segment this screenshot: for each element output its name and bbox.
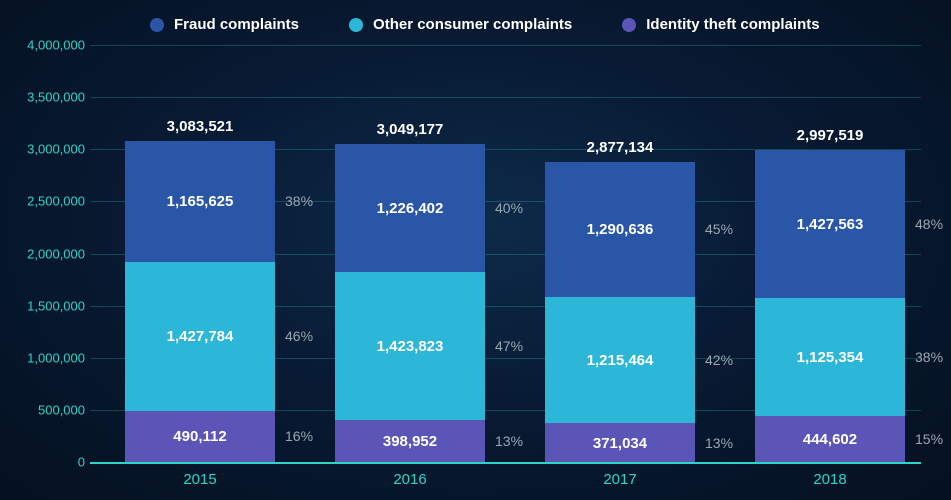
segment-pct-label: 48%: [915, 216, 943, 232]
y-tick-label: 500,000: [10, 402, 85, 417]
segment-value-label: 490,112: [125, 428, 275, 445]
y-tick-label: 3,500,000: [10, 90, 85, 105]
x-tick-label: 2016: [335, 471, 485, 488]
legend-item-other: Other consumer complaints: [349, 16, 572, 33]
x-tick-label: 2018: [755, 471, 905, 488]
segment-pct-label: 38%: [915, 349, 943, 365]
segment-pct-label: 13%: [705, 435, 733, 451]
complaints-stacked-bar-chart: Fraud complaints Other consumer complain…: [0, 0, 951, 500]
segment-value-label: 371,034: [545, 435, 695, 452]
segment-pct-label: 45%: [705, 221, 733, 237]
x-tick-label: 2015: [125, 471, 275, 488]
legend-label-other: Other consumer complaints: [373, 16, 572, 33]
legend-item-identity: Identity theft complaints: [622, 16, 819, 33]
y-tick-label: 4,000,000: [10, 38, 85, 53]
segment-value-label: 1,226,402: [335, 200, 485, 217]
x-axis-baseline: [90, 462, 921, 464]
segment-value-label: 1,290,636: [545, 221, 695, 238]
bar-total-label: 3,083,521: [125, 118, 275, 135]
segment-pct-label: 38%: [285, 193, 313, 209]
legend-swatch-other: [349, 18, 363, 32]
segment-pct-label: 15%: [915, 431, 943, 447]
segment-value-label: 1,215,464: [545, 352, 695, 369]
segment-value-label: 398,952: [335, 433, 485, 450]
segment-pct-label: 40%: [495, 200, 523, 216]
segment-value-label: 1,427,563: [755, 216, 905, 233]
segment-pct-label: 46%: [285, 328, 313, 344]
x-tick-label: 2017: [545, 471, 695, 488]
legend-label-identity: Identity theft complaints: [646, 16, 819, 33]
segment-pct-label: 42%: [705, 352, 733, 368]
bar-total-label: 2,997,519: [755, 127, 905, 144]
legend: Fraud complaints Other consumer complain…: [150, 16, 911, 33]
y-tick-label: 2,500,000: [10, 194, 85, 209]
bar-total-label: 2,877,134: [545, 139, 695, 156]
y-tick-label: 1,500,000: [10, 298, 85, 313]
segment-value-label: 1,427,784: [125, 328, 275, 345]
y-tick-label: 3,000,000: [10, 142, 85, 157]
y-tick-label: 2,000,000: [10, 246, 85, 261]
bar-total-label: 3,049,177: [335, 121, 485, 138]
segment-value-label: 1,423,823: [335, 338, 485, 355]
legend-swatch-fraud: [150, 18, 164, 32]
plot-area: 490,112 16% 1,427,784 46% 1,165,625 38% 3,083,…: [90, 45, 921, 462]
legend-swatch-identity: [622, 18, 636, 32]
legend-label-fraud: Fraud complaints: [174, 16, 299, 33]
segment-value-label: 444,602: [755, 431, 905, 448]
legend-item-fraud: Fraud complaints: [150, 16, 299, 33]
y-tick-label: 1,000,000: [10, 350, 85, 365]
segment-value-label: 1,125,354: [755, 349, 905, 366]
y-tick-label: 0: [10, 455, 85, 470]
segment-pct-label: 47%: [495, 338, 523, 354]
segment-pct-label: 13%: [495, 433, 523, 449]
segment-pct-label: 16%: [285, 428, 313, 444]
segment-value-label: 1,165,625: [125, 193, 275, 210]
